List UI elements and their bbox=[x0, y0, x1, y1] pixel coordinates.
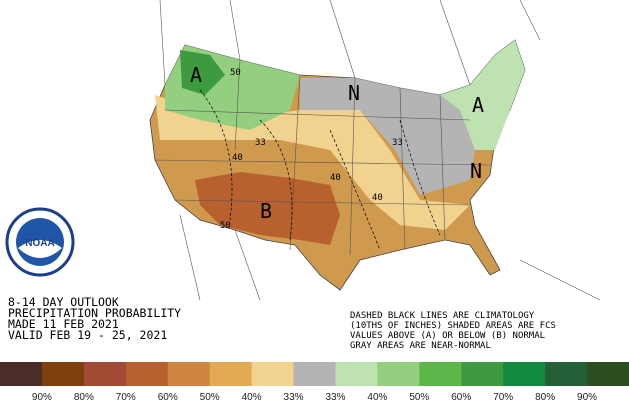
header-line: PRECIPITATION PROBABILITY bbox=[8, 306, 181, 320]
legend-label: 70% bbox=[116, 392, 136, 403]
legend-swatch bbox=[545, 362, 588, 386]
legend-label: 40% bbox=[367, 392, 387, 403]
note: DASHED BLACK LINES ARE CLIMATOLOGY(10THS… bbox=[350, 311, 556, 351]
borders bbox=[159, 0, 601, 301]
legend-swatch bbox=[125, 362, 169, 386]
legend-label: 33% bbox=[284, 392, 304, 403]
legend-label: 80% bbox=[535, 392, 555, 403]
region-label: N bbox=[348, 81, 360, 105]
legend-label: 60% bbox=[451, 392, 471, 403]
contour-label: 50 bbox=[230, 68, 241, 78]
legend-swatch bbox=[293, 362, 336, 386]
legend-swatch bbox=[377, 362, 420, 386]
legend-swatch bbox=[83, 362, 127, 386]
legend-label: 70% bbox=[493, 392, 513, 403]
legend-swatch bbox=[209, 362, 253, 386]
region-label: B bbox=[260, 199, 272, 223]
note-line: DASHED BLACK LINES ARE CLIMATOLOGY bbox=[350, 311, 535, 321]
legend-swatch bbox=[0, 362, 43, 386]
contour-label: 40 bbox=[232, 153, 243, 163]
legend-swatch bbox=[335, 362, 378, 386]
region-label: A bbox=[190, 63, 202, 87]
above-nw-strong bbox=[180, 50, 225, 95]
note-line: GRAY AREAS ARE NEAR-NORMAL bbox=[350, 341, 491, 351]
legend-label: 40% bbox=[242, 392, 262, 403]
contour-label: 40 bbox=[372, 193, 383, 203]
contour-label: 50 bbox=[220, 221, 231, 231]
legend-swatch bbox=[419, 362, 462, 386]
map: A A N N B 50 33 40 33 40 50 40 bbox=[149, 0, 601, 301]
legend-swatch bbox=[461, 362, 504, 386]
legend-swatch bbox=[587, 362, 629, 386]
region-label: A bbox=[472, 93, 484, 117]
legend-label: 90% bbox=[32, 392, 52, 403]
legend-label: 80% bbox=[74, 392, 94, 403]
legend-swatch bbox=[167, 362, 211, 386]
above-light bbox=[440, 40, 525, 150]
legend-label: 33% bbox=[325, 392, 345, 403]
below-light bbox=[155, 95, 470, 230]
note-line: (10THS OF INCHES) SHADED AREAS ARE FCS bbox=[350, 321, 556, 331]
contour-label: 33 bbox=[392, 138, 403, 148]
header-line: VALID FEB 19 - 25, 2021 bbox=[8, 328, 167, 342]
region-label: N bbox=[470, 159, 482, 183]
legend-label: 90% bbox=[577, 392, 597, 403]
legend-label: 60% bbox=[158, 392, 178, 403]
legend-swatch bbox=[251, 362, 295, 386]
note-line: VALUES ABOVE (A) OR BELOW (B) NORMAL bbox=[350, 331, 545, 341]
noaa-logo: NOAA bbox=[5, 207, 75, 277]
contour-label: 40 bbox=[330, 173, 341, 183]
legend: 90% 80% 70% 60% 50% 40% 33% 33% 40% 50% 60% 70% 80% 9… bbox=[0, 362, 629, 403]
state-lines bbox=[154, 59, 491, 256]
header-line: MADE 11 FEB 2021 bbox=[8, 317, 119, 331]
below-strong bbox=[195, 172, 340, 245]
legend-label: 50% bbox=[409, 392, 429, 403]
logo-text: NOAA bbox=[25, 238, 54, 249]
legend-label: 50% bbox=[200, 392, 220, 403]
header-line: 8-14 DAY OUTLOOK bbox=[8, 295, 119, 309]
contour-label: 33 bbox=[255, 138, 266, 148]
legend-swatch bbox=[503, 362, 546, 386]
legend-swatch bbox=[41, 362, 85, 386]
near-normal bbox=[300, 78, 475, 195]
